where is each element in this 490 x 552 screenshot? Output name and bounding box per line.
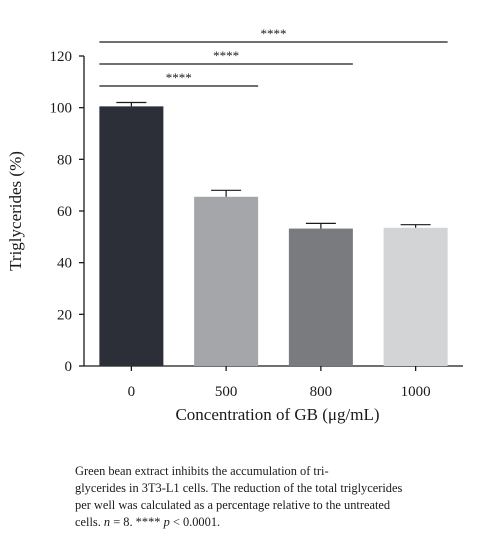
y-tick-label-0: 0	[65, 359, 73, 375]
significance-label-500: ****	[166, 70, 192, 85]
figure-caption: Green bean extract inhibits the accumula…	[75, 463, 488, 531]
caption-line-4c: < 0.0001.	[169, 515, 221, 529]
caption-line-4a: cells.	[75, 515, 104, 529]
y-tick-label-80: 80	[57, 152, 72, 168]
bar-chart: 0 20 40 60 80 100 120 0 500 800 1000 **** **** **** Tr…	[6, 26, 463, 424]
significance-label-800: ****	[213, 48, 239, 63]
y-tick-label-120: 120	[50, 49, 73, 65]
bar-0	[99, 106, 164, 366]
y-tick-label-100: 100	[50, 101, 73, 117]
bar-500	[194, 196, 259, 366]
bar-800	[288, 228, 353, 366]
y-tick-label-40: 40	[57, 256, 72, 272]
x-tick-label-0: 0	[128, 384, 136, 400]
caption-line-4b: = 8. ****	[110, 515, 164, 529]
caption-p-symbol: p	[163, 515, 170, 529]
x-tick-label-500: 500	[215, 384, 238, 400]
caption-n-symbol: n	[103, 515, 111, 529]
x-tick-label-800: 800	[310, 384, 333, 400]
bar-1000	[383, 227, 448, 366]
caption-line-3: per well was calculated as a percentage …	[75, 498, 391, 512]
caption-line-1: Green bean extract inhibits the accumula…	[75, 464, 329, 478]
y-tick-label-60: 60	[57, 204, 72, 220]
x-tick-label-1000: 1000	[401, 384, 431, 400]
significance-label-1000: ****	[261, 26, 287, 41]
y-tick-label-20: 20	[57, 307, 72, 323]
x-axis-label: Concentration of GB (μg/mL)	[175, 405, 379, 424]
caption-line-2: glycerides in 3T3-L1 cells. The reductio…	[75, 481, 403, 495]
y-axis-label: Triglycerides (%)	[6, 151, 25, 271]
